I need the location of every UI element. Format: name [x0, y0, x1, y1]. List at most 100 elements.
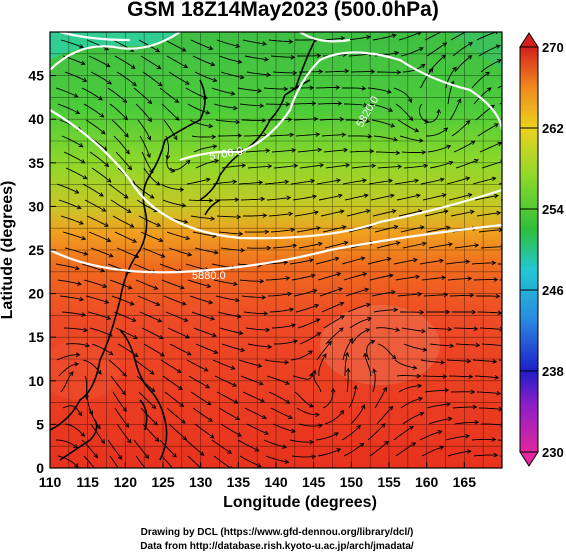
streamline-arrow — [439, 177, 445, 183]
streamline — [187, 279, 211, 288]
streamline — [237, 87, 262, 92]
streamline — [187, 455, 202, 468]
streamline — [289, 439, 314, 443]
streamline — [191, 135, 216, 138]
streamline — [395, 442, 416, 457]
streamline — [349, 317, 372, 329]
streamline-arrow — [260, 196, 266, 202]
streamline — [291, 102, 316, 105]
streamline-arrow — [339, 209, 345, 214]
streamline-arrow — [203, 367, 209, 372]
streamline — [377, 343, 397, 360]
streamline-arrow — [179, 187, 185, 192]
streamline-arrow — [318, 423, 324, 429]
streamline-arrow — [121, 390, 126, 396]
x-tick-label: 165 — [453, 474, 477, 490]
streamline — [59, 295, 84, 301]
streamline — [315, 86, 340, 89]
streamline — [346, 36, 371, 41]
streamline-arrow — [475, 342, 481, 348]
streamline — [142, 71, 163, 87]
streamline-arrow — [74, 265, 80, 271]
streamline — [185, 439, 204, 456]
streamline-arrow — [151, 404, 157, 410]
streamline — [395, 103, 414, 121]
streamline-arrow — [474, 419, 480, 425]
streamline-arrow — [468, 374, 474, 379]
streamline — [471, 438, 496, 441]
streamline — [453, 140, 476, 153]
streamline — [426, 127, 448, 137]
streamline-arrow — [154, 437, 160, 442]
streamline — [242, 391, 265, 403]
streamline — [429, 343, 454, 347]
streamline-arrow — [339, 409, 345, 415]
x-tick-label: 125 — [151, 474, 175, 490]
streamline — [428, 243, 453, 249]
streamline-arrow — [208, 417, 213, 422]
coastlines — [50, 39, 316, 461]
streamline — [478, 229, 502, 233]
streamline — [399, 135, 423, 142]
streamline-arrow — [441, 275, 447, 280]
y-axis: 0 5 10 15 20 25 30 35 40 45 — [28, 68, 56, 476]
streamline — [239, 455, 262, 467]
streamline-arrow — [313, 116, 319, 122]
streamline-arrow — [314, 210, 319, 215]
map-title: GSM 18Z14May2023 (500.0hPa) — [127, 0, 439, 21]
streamline-arrow — [448, 160, 454, 166]
streamline — [241, 119, 266, 121]
streamline — [188, 375, 210, 389]
streamline-arrow — [211, 134, 217, 140]
streamline-arrow — [283, 86, 289, 92]
streamline-arrow — [96, 424, 101, 430]
streamline — [192, 55, 215, 66]
streamline — [376, 151, 400, 154]
streamline-arrow — [98, 96, 103, 101]
streamline — [65, 343, 90, 347]
streamline — [450, 32, 467, 41]
streamline-arrow — [334, 256, 340, 262]
streamline-arrow — [369, 148, 375, 154]
streamline — [85, 119, 106, 135]
streamline — [268, 213, 293, 217]
streamline — [113, 311, 136, 322]
streamline — [471, 71, 490, 89]
colorbar-tick-238: 238 — [542, 364, 564, 379]
streamline — [109, 103, 128, 121]
x-axis-label: Longitude (degrees) — [223, 494, 377, 511]
streamline-arrow — [81, 235, 87, 241]
streamline-arrow — [447, 416, 453, 422]
streamline — [474, 375, 499, 379]
streamline-arrow — [309, 85, 315, 91]
streamline-arrow — [122, 407, 127, 413]
streamline-arrow — [237, 59, 243, 64]
streamline — [289, 259, 314, 265]
streamline — [427, 327, 452, 330]
streamline-arrow — [77, 411, 83, 417]
streamline-arrow — [466, 358, 472, 364]
streamline-arrow — [179, 284, 185, 290]
streamline-arrow — [384, 440, 390, 446]
streamline-arrow — [186, 351, 192, 356]
streamline-arrow — [291, 428, 296, 434]
streamline — [213, 279, 238, 285]
streamline — [163, 295, 186, 305]
streamline-arrow — [74, 189, 80, 194]
streamline-arrow — [75, 109, 81, 115]
streamline — [218, 407, 240, 420]
streamline — [323, 149, 348, 153]
streamline — [423, 294, 448, 297]
streamline-arrow — [452, 66, 457, 72]
streamline-arrow — [499, 326, 502, 332]
streamline — [162, 199, 186, 207]
streamline-arrow — [233, 281, 238, 287]
streamline — [88, 231, 111, 242]
streamline — [263, 87, 288, 90]
streamline — [453, 327, 478, 330]
streamline-arrow — [370, 339, 376, 345]
streamline-arrow — [311, 369, 317, 375]
streamline-arrow — [391, 209, 397, 214]
x-tick-label: 160 — [415, 474, 439, 490]
footer-credit-data: Data from http://database.rish.kyoto-u.a… — [140, 541, 414, 552]
